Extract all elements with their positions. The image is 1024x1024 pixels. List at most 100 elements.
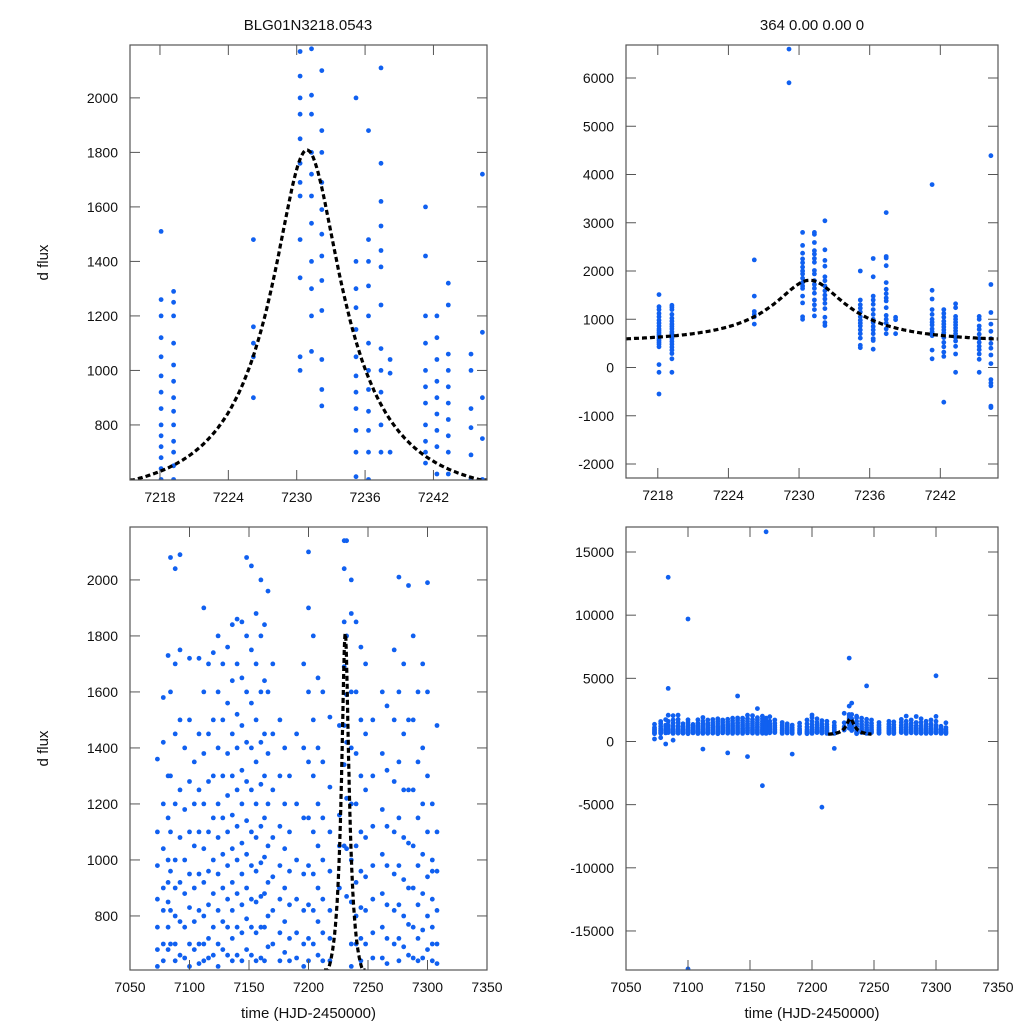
data-point xyxy=(265,843,271,849)
data-point xyxy=(429,941,435,947)
data-point xyxy=(201,801,207,807)
data-point xyxy=(229,908,235,913)
data-point xyxy=(941,399,947,405)
data-point xyxy=(344,846,349,852)
data-point xyxy=(685,731,691,737)
panel-bottom-right: 7050 7100 7150 7200 7250 7300 7350 -15000 -10000… xyxy=(570,526,1014,1022)
x-tick-label: 7224 xyxy=(713,487,744,503)
data-point xyxy=(378,65,384,71)
data-point xyxy=(171,378,177,384)
data-point xyxy=(344,538,349,544)
data-point xyxy=(270,661,276,667)
data-point xyxy=(370,896,376,902)
data-point xyxy=(244,947,250,952)
data-point xyxy=(182,891,188,896)
data-point xyxy=(253,958,259,964)
y-tick-label: 1000 xyxy=(87,362,118,378)
data-point xyxy=(319,308,325,313)
data-point xyxy=(310,941,316,947)
data-point xyxy=(396,759,402,765)
data-point xyxy=(229,678,235,684)
data-point xyxy=(953,369,958,375)
data-point xyxy=(423,204,428,210)
data-point xyxy=(800,275,805,281)
data-point xyxy=(468,425,474,431)
data-point xyxy=(710,730,716,736)
data-point xyxy=(306,902,311,908)
data-point xyxy=(210,924,216,930)
data-point xyxy=(158,433,164,439)
data-point xyxy=(976,323,982,329)
data-point xyxy=(206,661,211,667)
data-point xyxy=(391,871,397,877)
data-point xyxy=(652,731,657,737)
panel-top-right: 7218 7224 7230 7236 7242 -2000 -1000 0 1000 2000 3… xyxy=(578,44,999,503)
data-point xyxy=(319,68,325,73)
data-point xyxy=(262,773,267,779)
y-tick-label: -1000 xyxy=(578,408,614,424)
data-point xyxy=(883,286,889,292)
data-point xyxy=(370,773,376,779)
data-point xyxy=(353,259,359,264)
data-point xyxy=(265,689,271,695)
data-point xyxy=(941,354,947,359)
data-point xyxy=(953,331,958,337)
data-point xyxy=(800,250,805,256)
panel-bottom-left: 7050 7100 7150 7200 7250 7300 7350 800 1000 1200 1… xyxy=(35,526,503,1022)
data-point xyxy=(344,894,349,899)
data-point xyxy=(187,941,192,947)
data-point xyxy=(225,829,231,835)
data-point xyxy=(225,793,231,798)
data-point xyxy=(282,846,288,852)
data-point xyxy=(182,857,188,863)
data-point xyxy=(415,902,421,908)
data-point xyxy=(423,438,428,444)
data-point xyxy=(445,351,451,357)
data-point xyxy=(652,721,657,727)
data-point xyxy=(363,661,368,667)
data-point xyxy=(420,801,426,807)
data-point xyxy=(988,153,994,159)
data-point xyxy=(420,955,426,961)
data-point xyxy=(812,268,817,273)
data-point xyxy=(294,731,299,737)
data-point xyxy=(933,714,939,719)
data-point xyxy=(270,835,276,840)
data-point xyxy=(297,237,303,243)
data-point xyxy=(883,280,889,285)
data-point xyxy=(282,885,288,891)
data-point xyxy=(171,408,177,414)
y-tick-label: 5000 xyxy=(583,670,614,686)
data-point xyxy=(196,871,202,877)
data-point xyxy=(883,326,889,332)
data-point xyxy=(160,739,166,745)
data-point xyxy=(319,128,325,134)
y-tick-label: 2000 xyxy=(87,90,118,106)
data-point xyxy=(251,324,256,330)
data-point xyxy=(379,955,385,961)
data-point xyxy=(988,383,994,389)
data-point xyxy=(366,408,371,414)
data-point xyxy=(155,896,160,902)
data-point xyxy=(353,449,359,455)
data-point xyxy=(160,801,166,807)
data-point xyxy=(870,307,876,312)
data-point xyxy=(423,253,428,259)
data-point xyxy=(172,566,178,572)
data-point xyxy=(401,944,407,950)
data-point xyxy=(306,936,311,941)
data-point xyxy=(244,916,250,922)
data-point xyxy=(168,829,173,835)
data-point xyxy=(410,717,416,723)
data-point xyxy=(282,950,288,955)
y-axis-label: d flux xyxy=(35,730,52,766)
data-point xyxy=(327,868,333,874)
data-point xyxy=(669,347,675,353)
data-point xyxy=(341,566,347,572)
y-tick-label: 1600 xyxy=(87,684,118,700)
data-point xyxy=(735,730,740,736)
data-point xyxy=(319,403,325,409)
data-point xyxy=(165,924,171,930)
data-point xyxy=(353,305,359,311)
x-axis-label: time (HJD-2450000) xyxy=(241,1005,376,1022)
